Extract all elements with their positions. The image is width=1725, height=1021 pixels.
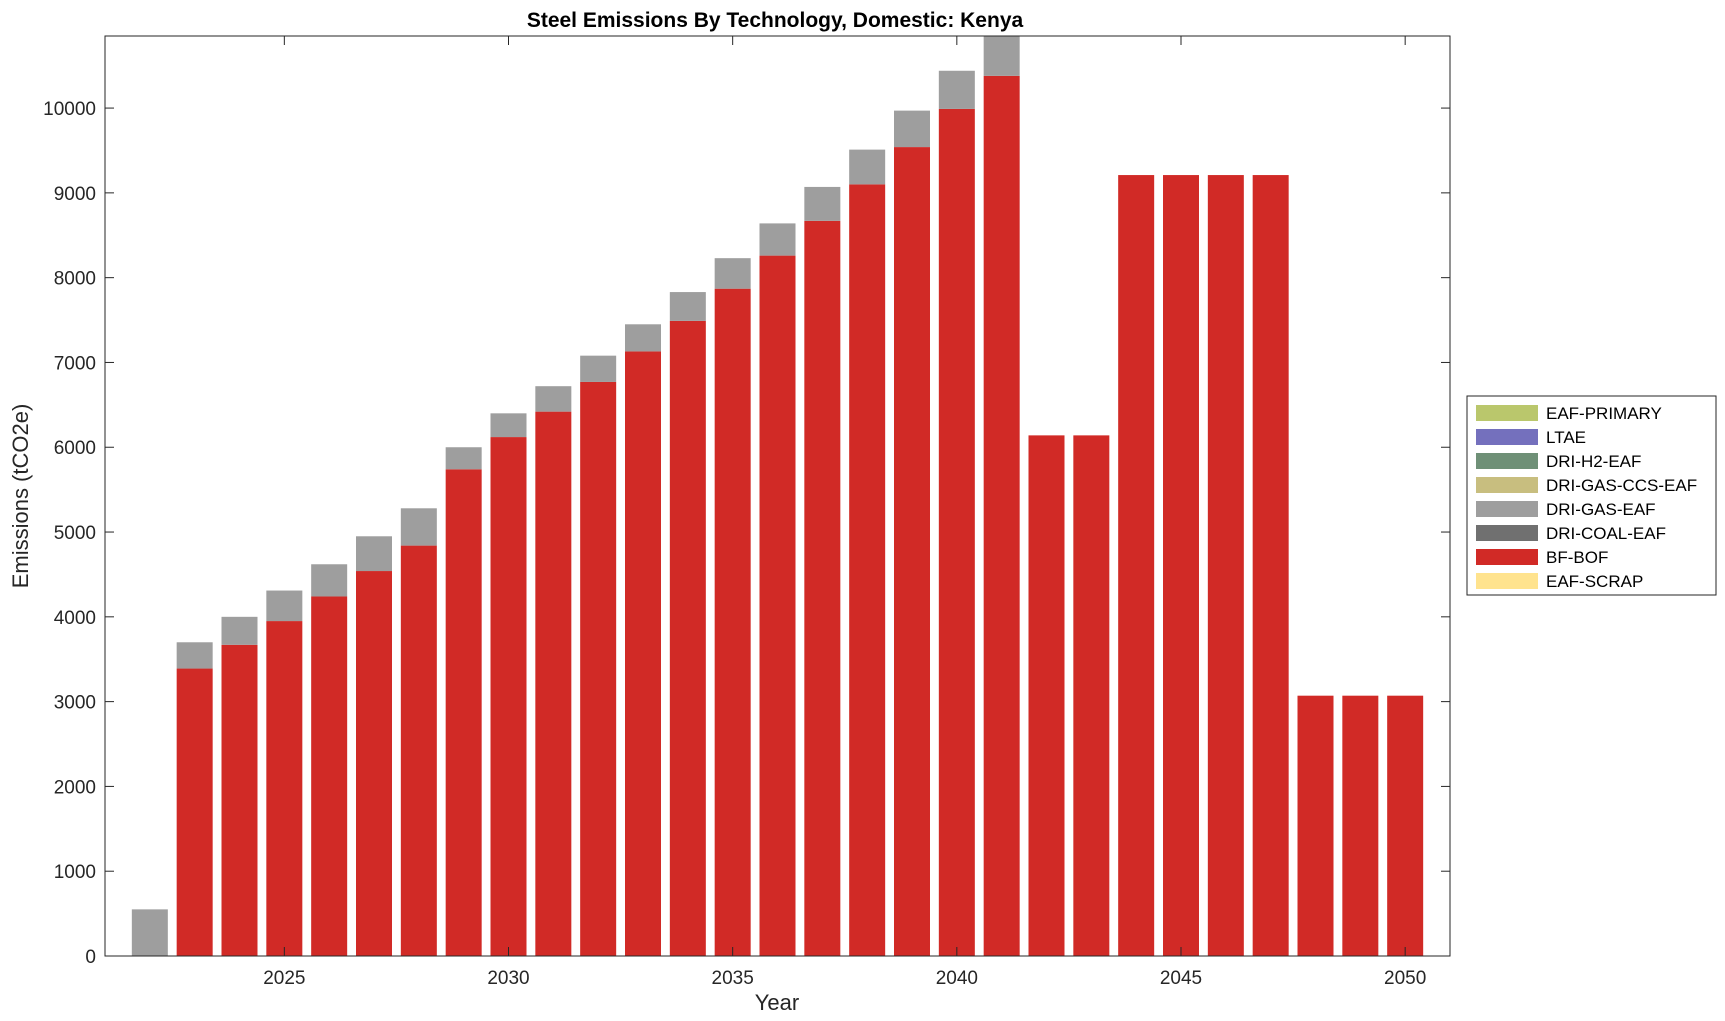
bar-bf-bof-2024 [221,644,258,956]
bar-bf-bof-2029 [445,469,482,956]
bar-bf-bof-2028 [400,545,437,956]
legend-label-ltae: LTAE [1546,428,1586,447]
bar-dri-gas-eaf-2039 [894,110,930,148]
y-tick-label: 2000 [54,777,96,798]
bar-bf-bof-2047 [1252,175,1289,956]
legend-swatch-dri-gas-ccs-eaf [1476,477,1538,493]
bar-bf-bof-2026 [311,596,348,956]
y-axis-title: Emissions (tCO2e) [8,404,33,589]
legend-label-bf-bof: BF-BOF [1546,548,1608,567]
bar-bf-bof-2032 [580,381,617,956]
bar-bf-bof-2050 [1387,695,1424,956]
bar-bf-bof-2040 [938,108,975,956]
bar-dri-gas-eaf-2030 [490,413,527,438]
chart-title: Steel Emissions By Technology, Domestic:… [527,9,1024,32]
bar-bf-bof-2039 [894,147,930,956]
legend-swatch-dri-coal-eaf [1476,525,1538,541]
ticks-layer: 0 1000 2000 3000 4000 5000 6000 7000 8000 9000 100… [43,36,1450,989]
bar-dri-gas-eaf-2031 [535,386,572,412]
bar-dri-gas-eaf-2022 [131,909,168,956]
bar-dri-gas-eaf-2026 [311,564,348,597]
y-tick-label: 4000 [54,608,96,629]
bar-dri-gas-eaf-2032 [580,355,617,382]
y-tick-label: 0 [85,947,96,968]
bar-bf-bof-2034 [669,320,706,956]
bar-bf-bof-2031 [535,411,572,956]
y-tick-label: 8000 [54,269,96,290]
legend-swatch-bf-bof [1476,549,1538,565]
bar-dri-gas-eaf-2027 [356,536,392,572]
bar-dri-gas-eaf-2038 [849,149,886,185]
legend-swatch-dri-h2-eaf [1476,453,1538,469]
y-tick-label: 7000 [54,353,96,374]
y-tick-label: 6000 [54,438,96,459]
bar-bf-bof-2046 [1207,175,1244,956]
legend-label-eaf-scrap: EAF-SCRAP [1546,572,1643,591]
plot-area-frame [104,35,1451,957]
legend-label-dri-h2-eaf: DRI-H2-EAF [1546,452,1641,471]
legend-label-dri-gas-ccs-eaf: DRI-GAS-CCS-EAF [1546,476,1697,495]
bar-dri-gas-eaf-2041 [983,36,1020,76]
bar-dri-gas-eaf-2037 [804,186,841,221]
x-tick-label: 2035 [712,968,754,989]
bar-bf-bof-2044 [1118,175,1155,956]
legend-swatch-ltae [1476,429,1538,445]
bar-dri-gas-eaf-2040 [938,70,975,109]
x-tick-label: 2050 [1384,968,1426,989]
legend-swatch-eaf-scrap [1476,573,1538,589]
y-tick-label: 1000 [54,862,96,883]
bar-dri-gas-eaf-2035 [714,258,751,289]
bar-bf-bof-2036 [759,255,796,956]
bar-bf-bof-2033 [625,351,661,956]
legend: EAF-PRIMARY LTAE DRI-H2-EAF DRI-GAS-CCS-EAF… [1466,395,1717,596]
x-tick-label: 2040 [936,968,978,989]
x-tick-label: 2045 [1160,968,1202,989]
bar-bf-bof-2037 [804,220,841,956]
bar-bf-bof-2049 [1342,695,1379,956]
bar-bf-bof-2048 [1297,695,1334,956]
bar-dri-gas-eaf-2023 [176,642,213,669]
bar-bf-bof-2027 [356,571,392,956]
bar-bf-bof-2045 [1163,175,1199,956]
bar-dri-gas-eaf-2025 [266,590,303,622]
bar-bf-bof-2042 [1028,435,1065,956]
legend-items: EAF-PRIMARY LTAE DRI-H2-EAF DRI-GAS-CCS-EAF… [1476,404,1697,591]
bar-bf-bof-2030 [490,437,527,956]
x-tick-label: 2025 [263,968,305,989]
legend-swatch-eaf-primary [1476,405,1538,421]
bar-dri-gas-eaf-2033 [625,324,661,352]
bar-bf-bof-2038 [849,184,886,956]
bar-bf-bof-2043 [1073,435,1110,956]
bar-dri-gas-eaf-2024 [221,616,258,645]
y-tick-label: 9000 [54,184,96,205]
bar-bf-bof-2023 [176,668,213,956]
x-tick-label: 2030 [487,968,529,989]
bar-bf-bof-2025 [266,621,303,956]
legend-label-dri-gas-eaf: DRI-GAS-EAF [1546,500,1656,519]
bar-bf-bof-2041 [983,75,1020,956]
legend-label-dri-coal-eaf: DRI-COAL-EAF [1546,524,1666,543]
bar-dri-gas-eaf-2029 [445,447,482,470]
y-tick-label: 10000 [43,99,96,120]
bar-dri-gas-eaf-2036 [759,223,796,256]
legend-label-eaf-primary: EAF-PRIMARY [1546,404,1662,423]
y-tick-label: 3000 [54,693,96,714]
bars-layer [131,36,1424,956]
x-axis-title: Year [755,990,799,1015]
bar-dri-gas-eaf-2034 [669,292,706,321]
bar-dri-gas-eaf-2028 [400,508,437,546]
legend-swatch-dri-gas-eaf [1476,501,1538,517]
bar-bf-bof-2035 [714,288,751,956]
y-tick-label: 5000 [54,523,96,544]
